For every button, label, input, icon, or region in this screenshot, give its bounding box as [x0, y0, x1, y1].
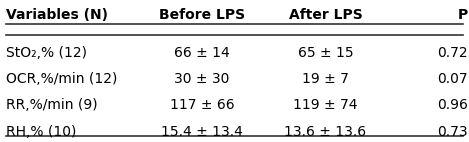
Text: OCR,%/min (12): OCR,%/min (12) — [6, 72, 117, 86]
Text: 0.96: 0.96 — [437, 98, 468, 112]
Text: RH,% (10): RH,% (10) — [6, 125, 76, 139]
Text: 119 ± 74: 119 ± 74 — [293, 98, 358, 112]
Text: 0.72: 0.72 — [437, 46, 468, 60]
Text: P: P — [457, 8, 468, 22]
Text: Before LPS: Before LPS — [159, 8, 245, 22]
Text: 15.4 ± 13.4: 15.4 ± 13.4 — [161, 125, 243, 139]
Text: Variables (N): Variables (N) — [6, 8, 108, 22]
Text: 117 ± 66: 117 ± 66 — [170, 98, 234, 112]
Text: StO₂,% (12): StO₂,% (12) — [6, 46, 87, 60]
Text: 0.07: 0.07 — [437, 72, 468, 86]
Text: RR,%/min (9): RR,%/min (9) — [6, 98, 98, 112]
Text: 66 ± 14: 66 ± 14 — [174, 46, 230, 60]
Text: 19 ± 7: 19 ± 7 — [302, 72, 349, 86]
Text: 65 ± 15: 65 ± 15 — [298, 46, 353, 60]
Text: 0.73: 0.73 — [437, 125, 468, 139]
Text: After LPS: After LPS — [288, 8, 362, 22]
Text: 30 ± 30: 30 ± 30 — [174, 72, 229, 86]
Text: 13.6 ± 13.6: 13.6 ± 13.6 — [284, 125, 366, 139]
